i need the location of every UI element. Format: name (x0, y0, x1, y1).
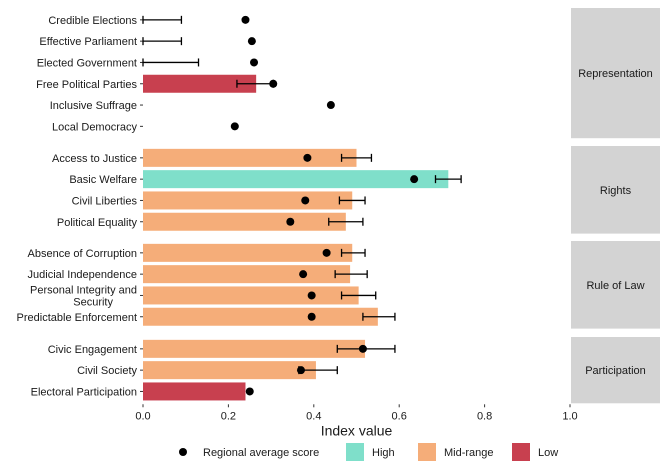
regional-average-point (322, 248, 331, 257)
regional-average-point (250, 58, 259, 67)
regional-average-point (299, 270, 308, 279)
category-label: Credible Elections (48, 15, 137, 27)
category-label: Inclusive Suffrage (50, 100, 137, 112)
x-tick-label: 0.6 (392, 410, 407, 422)
regional-average-point (410, 175, 419, 184)
regional-average-point (303, 153, 312, 162)
x-axis: 0.0 0.2 0.4 0.6 0.8 1.0 (135, 404, 578, 422)
legend-label: Mid-range (444, 447, 494, 459)
legend-swatch-mid-range (418, 443, 436, 461)
category-label-line: Security (73, 296, 113, 308)
facet-strip (571, 146, 660, 234)
regional-average-point (326, 101, 335, 110)
facet-strip-label: Rights (600, 185, 632, 197)
category-label: Absence of Corruption (28, 248, 137, 260)
category-label: Civic Engagement (48, 344, 137, 356)
bar (143, 265, 351, 284)
category-label: Judicial Independence (28, 269, 137, 281)
x-tick-label: 0.4 (306, 410, 321, 422)
panel-rule-of-law: Rule of Law Absence of Corruption Judicial… (17, 241, 660, 329)
category-label: Predictable Enforcement (17, 312, 137, 324)
x-tick-label: 1.0 (562, 410, 577, 422)
regional-average-point (307, 312, 316, 321)
legend-label: High (372, 447, 395, 459)
regional-average-point (301, 196, 310, 205)
regional-average-point (245, 387, 254, 396)
bar (143, 339, 366, 358)
regional-average-point (307, 291, 316, 300)
regional-average-point (230, 122, 239, 131)
category-label-line: Personal Integrity and (30, 284, 137, 296)
legend-swatch-low (512, 443, 530, 461)
facet-strip (571, 8, 660, 139)
bar (143, 361, 316, 380)
bar (143, 212, 346, 231)
category-label: Effective Parliament (39, 36, 137, 48)
facet-strip (571, 241, 660, 329)
facet-strip-label: Representation (578, 68, 653, 80)
regional-average-point (358, 344, 367, 353)
bar (143, 148, 357, 167)
panel-rights: Rights Access to Justice Basic Welfare Civi… (52, 146, 660, 234)
legend-label: Regional average score (203, 447, 319, 459)
legend-label: Low (538, 447, 558, 459)
bar (143, 74, 257, 93)
legend-swatch-high (346, 443, 364, 461)
facet-strip-label: Rule of Law (586, 280, 644, 292)
x-tick-label: 0.0 (135, 410, 150, 422)
chart-panels: Representation Credible Elections Effectiv… (17, 8, 660, 404)
bar (143, 382, 246, 401)
category-label: Electoral Participation (31, 386, 137, 398)
facet-strip-label: Participation (585, 365, 646, 377)
category-label: Civil Liberties (72, 195, 138, 207)
panel-participation: Participation Civic Engagement Civil Socie… (31, 337, 660, 404)
category-label: Elected Government (37, 57, 137, 69)
category-label: Personal Integrity and Security (30, 284, 137, 308)
facet-strip (571, 337, 660, 404)
bar (143, 286, 359, 305)
panel-representation: Representation Credible Elections Effectiv… (36, 8, 660, 139)
bar (143, 170, 449, 189)
regional-average-point (286, 217, 295, 226)
category-label: Political Equality (57, 217, 138, 229)
regional-average-point (241, 15, 250, 24)
regional-average-point (247, 37, 256, 46)
x-tick-label: 0.2 (221, 410, 236, 422)
bar (143, 191, 353, 210)
x-axis-title: Index value (321, 422, 393, 438)
bar (143, 307, 378, 326)
category-label: Basic Welfare (69, 174, 137, 186)
category-label: Access to Justice (52, 153, 137, 165)
bar (143, 243, 353, 262)
category-label: Free Political Parties (36, 79, 137, 91)
category-label: Civil Society (77, 365, 137, 377)
legend-regional-average-marker (179, 448, 187, 456)
category-label: Local Democracy (52, 121, 137, 133)
regional-average-point (296, 366, 305, 375)
legend: Regional average score High Mid-range Low (179, 443, 558, 461)
x-tick-label: 0.8 (477, 410, 492, 422)
regional-average-point (269, 79, 278, 88)
